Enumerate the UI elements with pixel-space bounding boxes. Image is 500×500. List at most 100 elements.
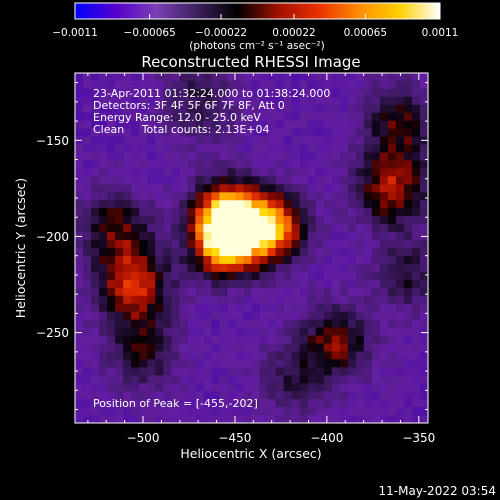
heatmap-cell bbox=[283, 383, 293, 392]
heatmap-cell bbox=[203, 327, 212, 337]
heatmap-cell bbox=[99, 136, 108, 146]
heatmap-cell bbox=[75, 359, 84, 368]
heatmap-cell bbox=[307, 216, 317, 225]
heatmap-cell bbox=[347, 279, 357, 289]
heatmap-cell bbox=[419, 160, 428, 170]
heatmap-cell bbox=[379, 192, 389, 201]
heatmap-cell bbox=[211, 208, 221, 217]
heatmap-cell bbox=[99, 80, 108, 90]
heatmap-cell bbox=[371, 303, 381, 313]
heatmap-cell bbox=[219, 319, 229, 329]
heatmap-cell bbox=[91, 168, 100, 177]
heatmap-cell bbox=[235, 327, 245, 337]
heatmap-cell bbox=[355, 391, 365, 400]
heatmap-cell bbox=[235, 144, 245, 154]
heatmap-cell bbox=[275, 232, 285, 241]
heatmap-cell bbox=[419, 271, 428, 281]
heatmap-cell bbox=[331, 351, 341, 360]
heatmap-cell bbox=[275, 88, 285, 98]
heatmap-cell bbox=[259, 184, 269, 193]
heatmap-cell bbox=[379, 303, 389, 313]
heatmap-cell bbox=[379, 232, 389, 241]
heatmap-cell bbox=[155, 311, 164, 321]
heatmap-cell bbox=[315, 255, 325, 265]
heatmap-cell bbox=[187, 192, 196, 201]
heatmap-cell bbox=[323, 184, 333, 193]
heatmap-cell bbox=[363, 224, 373, 233]
heatmap-cell bbox=[339, 112, 349, 122]
heatmap-cell bbox=[91, 255, 100, 265]
heatmap-cell bbox=[419, 248, 428, 257]
heatmap-cell bbox=[347, 104, 357, 114]
heatmap-cell bbox=[307, 160, 317, 170]
heatmap-cell bbox=[267, 399, 277, 408]
heatmap-cell bbox=[291, 303, 301, 313]
heatmap-cell bbox=[115, 88, 124, 98]
heatmap-cell bbox=[259, 271, 269, 281]
heatmap-cell bbox=[179, 192, 188, 201]
heatmap-cell bbox=[243, 303, 253, 313]
heatmap-cell bbox=[163, 335, 172, 345]
heatmap-cell bbox=[419, 104, 428, 114]
heatmap-cell bbox=[163, 248, 172, 257]
heatmap-cell bbox=[267, 208, 277, 217]
heatmap-cell bbox=[267, 263, 277, 273]
heatmap-cell bbox=[211, 144, 221, 154]
heatmap-cell bbox=[371, 240, 381, 249]
heatmap-cell bbox=[371, 112, 381, 122]
heatmap-cell bbox=[195, 200, 204, 209]
heatmap-cell bbox=[219, 351, 229, 360]
heatmap-cell bbox=[243, 351, 253, 360]
heatmap-cell bbox=[139, 104, 148, 114]
heatmap-cell bbox=[267, 88, 277, 98]
heatmap-cell bbox=[395, 279, 405, 289]
heatmap-cell bbox=[91, 271, 100, 281]
heatmap-cell bbox=[163, 208, 172, 217]
heatmap-cell bbox=[123, 208, 132, 217]
heatmap-cell bbox=[323, 88, 333, 98]
heatmap-cell bbox=[171, 367, 180, 376]
heatmap-cell bbox=[91, 303, 100, 313]
heatmap-cell bbox=[123, 88, 132, 98]
heatmap-cell bbox=[419, 128, 428, 138]
heatmap-cell bbox=[171, 128, 180, 138]
heatmap-cell bbox=[115, 73, 124, 82]
heatmap-cell bbox=[187, 120, 196, 130]
heatmap-cell bbox=[403, 128, 413, 138]
heatmap-cell bbox=[259, 168, 269, 177]
heatmap-cell bbox=[283, 255, 293, 265]
heatmap-cell bbox=[123, 335, 132, 345]
heatmap-cell bbox=[179, 120, 188, 130]
heatmap-cell bbox=[387, 351, 397, 360]
heatmap-cell bbox=[379, 255, 389, 265]
heatmap-cell bbox=[91, 104, 100, 114]
heatmap-cell bbox=[323, 263, 333, 273]
heatmap-cell bbox=[243, 120, 253, 130]
heatmap-cell bbox=[179, 287, 188, 297]
heatmap-cell bbox=[243, 112, 253, 122]
heatmap-cell bbox=[307, 319, 317, 329]
heatmap-cell bbox=[307, 128, 317, 138]
heatmap-cell bbox=[131, 327, 140, 337]
heatmap-cell bbox=[267, 216, 277, 225]
heatmap-cell bbox=[227, 136, 237, 146]
heatmap-cell bbox=[355, 319, 365, 329]
heatmap-cell bbox=[291, 359, 301, 368]
heatmap-cell bbox=[235, 208, 245, 217]
heatmap-cell bbox=[267, 255, 277, 265]
colorbar bbox=[74, 2, 441, 20]
heatmap-cell bbox=[411, 248, 421, 257]
x-tick-label: −500 bbox=[127, 431, 160, 445]
heatmap-cell bbox=[139, 168, 148, 177]
heatmap-cell bbox=[171, 375, 180, 384]
heatmap-cell bbox=[235, 343, 245, 352]
heatmap-cell bbox=[331, 224, 341, 233]
heatmap-cell bbox=[131, 232, 140, 241]
heatmap-cell bbox=[179, 359, 188, 368]
heatmap-cell bbox=[211, 160, 221, 170]
heatmap-cell bbox=[371, 415, 381, 423]
heatmap-cell bbox=[75, 160, 84, 170]
heatmap-cell bbox=[163, 383, 172, 392]
heatmap-cell bbox=[99, 120, 108, 130]
heatmap-cell bbox=[363, 73, 373, 82]
